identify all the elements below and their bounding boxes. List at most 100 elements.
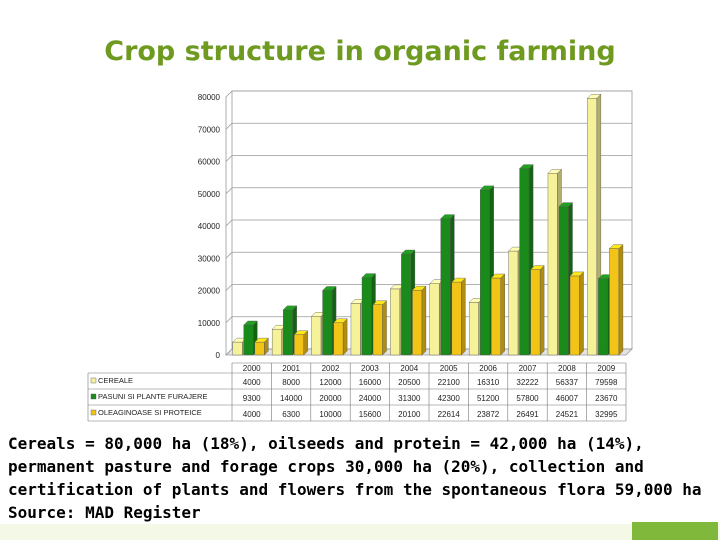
bar-top — [530, 265, 545, 270]
legend-entry: CEREALE — [98, 376, 133, 385]
data-label: 4000 — [243, 378, 261, 387]
bar-top — [558, 202, 573, 207]
bar — [598, 278, 609, 356]
bar — [609, 248, 620, 356]
bar — [282, 309, 293, 356]
bar-side — [342, 318, 348, 356]
data-label: 23670 — [595, 394, 618, 403]
data-label: 32222 — [516, 378, 539, 387]
data-label: 56337 — [556, 378, 579, 387]
bar — [322, 290, 333, 356]
data-label: 24000 — [359, 394, 382, 403]
slide-title: Crop structure in organic farming — [104, 36, 616, 67]
gridline-side — [225, 122, 233, 130]
x-tick-label: 2009 — [597, 364, 615, 373]
bar-top — [243, 320, 258, 326]
gridline-side — [225, 187, 233, 195]
bar — [390, 288, 401, 356]
bar — [254, 341, 265, 356]
data-label: 20100 — [398, 410, 421, 419]
legend-swatch — [90, 377, 97, 384]
bar — [361, 277, 372, 356]
data-label: 20000 — [319, 394, 342, 403]
data-label: 57800 — [516, 394, 539, 403]
y-tick-label: 40000 — [198, 222, 221, 231]
data-label: 4000 — [243, 410, 261, 419]
legend-swatch — [90, 393, 97, 400]
data-label: 42300 — [438, 394, 461, 403]
bar — [479, 189, 490, 356]
data-label: 23872 — [477, 410, 500, 419]
gridline-side — [225, 284, 233, 291]
data-label: 20500 — [398, 378, 421, 387]
y-tick-label: 60000 — [198, 158, 221, 167]
bar-side — [618, 244, 624, 356]
bar-top — [282, 305, 298, 311]
bar-side — [461, 277, 466, 356]
data-label: 31300 — [398, 394, 421, 403]
bar-top — [569, 271, 585, 277]
bar-top — [411, 285, 427, 291]
bar — [530, 269, 541, 356]
y-tick-label: 30000 — [198, 254, 221, 263]
y-tick-label: 50000 — [198, 190, 221, 199]
x-tick-label: 2002 — [322, 364, 340, 373]
bar — [547, 173, 558, 356]
legend-swatch — [90, 409, 97, 416]
x-tick-label: 2005 — [440, 364, 458, 373]
data-label: 24521 — [556, 410, 579, 419]
bar-top — [547, 169, 562, 174]
bar — [372, 304, 383, 356]
data-label: 14000 — [280, 394, 303, 403]
y-tick-label: 0 — [216, 351, 221, 360]
data-label: 6300 — [282, 410, 300, 419]
bar — [491, 277, 501, 356]
bar — [468, 302, 479, 356]
data-label: 15600 — [359, 410, 382, 419]
bar — [587, 98, 598, 356]
slide-caption: Cereals = 80,000 ha (18%), oilseeds and … — [8, 434, 702, 522]
y-tick-label: 80000 — [198, 93, 221, 102]
bar — [451, 281, 462, 356]
bar — [271, 329, 282, 356]
x-tick-label: 2004 — [400, 364, 418, 373]
y-tick-label: 70000 — [198, 125, 221, 134]
bar-top — [361, 273, 376, 278]
footer-band — [0, 524, 720, 540]
bar — [350, 303, 361, 356]
gridline-side — [225, 316, 233, 324]
data-label: 22100 — [438, 378, 461, 387]
x-tick-label: 2006 — [479, 364, 497, 373]
bar — [412, 289, 423, 356]
data-label: 22614 — [438, 410, 461, 419]
bar-top — [322, 286, 337, 291]
bar — [294, 334, 304, 356]
data-label: 51200 — [477, 394, 500, 403]
bar-side — [539, 265, 545, 356]
data-label: 9300 — [243, 394, 261, 403]
bar-top — [372, 300, 388, 305]
x-tick-label: 2007 — [519, 364, 537, 373]
bar-side — [421, 285, 427, 356]
data-label: 79598 — [595, 378, 618, 387]
gridline-side — [225, 251, 233, 259]
legend-entry: PASUNI SI PLANTE FURAJERE — [98, 392, 207, 401]
bar-side — [579, 271, 584, 356]
y-tick-label: 10000 — [198, 319, 221, 328]
data-label: 8000 — [282, 378, 300, 387]
bar-top — [479, 185, 495, 191]
bar-top — [293, 330, 309, 335]
gridline-side — [225, 90, 233, 98]
bar-side — [382, 300, 387, 356]
bar-top — [400, 249, 416, 255]
bar-top — [451, 277, 466, 283]
bar-top — [333, 318, 348, 323]
bar — [569, 275, 580, 356]
bar-top — [519, 164, 534, 169]
bar-side — [500, 273, 505, 356]
bar-top — [440, 214, 455, 219]
data-label: 32995 — [595, 410, 618, 419]
data-label: 10000 — [319, 410, 342, 419]
data-label: 16000 — [359, 378, 382, 387]
bar — [429, 283, 440, 356]
